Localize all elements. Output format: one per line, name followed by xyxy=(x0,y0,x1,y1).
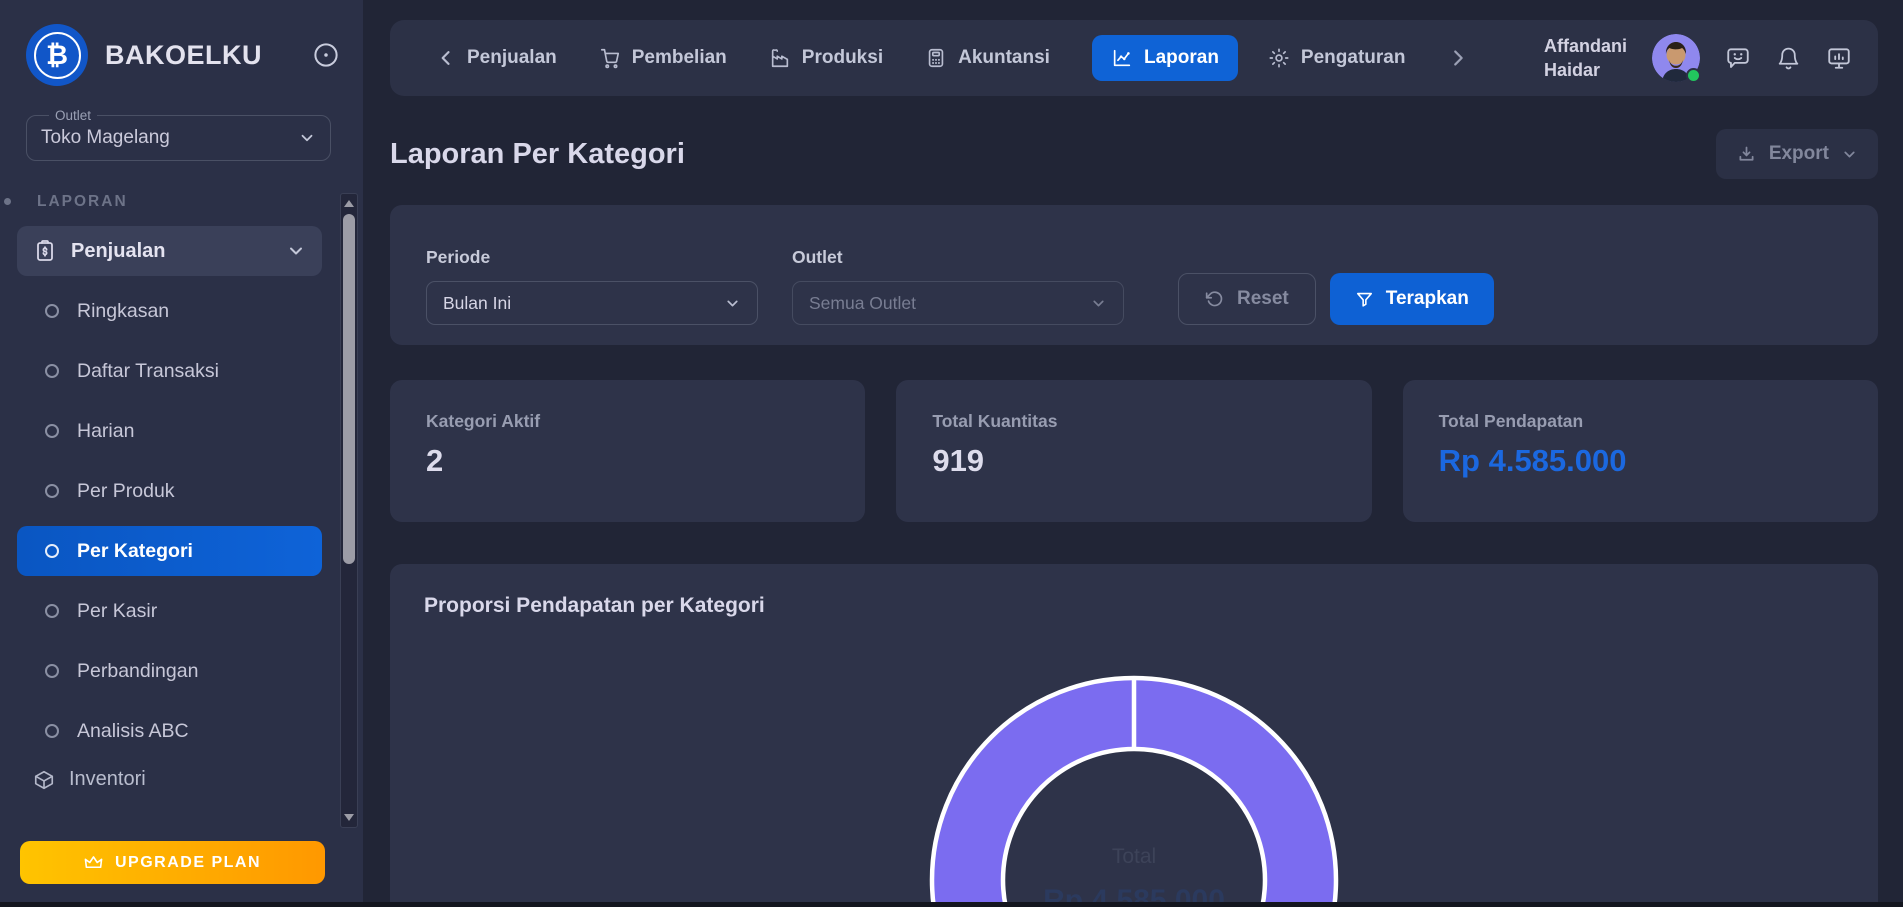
download-icon xyxy=(1736,144,1757,165)
nav-item-pembelian[interactable]: Pembelian xyxy=(599,47,727,69)
sidebar-item-harian[interactable]: Harian xyxy=(17,406,322,456)
chevron-right-icon[interactable] xyxy=(1447,47,1469,69)
sidebar-item-analisis-abc[interactable]: Analisis ABC xyxy=(17,706,322,756)
sidebar-collapse-icon[interactable] xyxy=(311,40,341,70)
stat-card-total-pendapatan: Total Pendapatan Rp 4.585.000 xyxy=(1403,380,1878,522)
online-status-dot xyxy=(1686,68,1701,83)
filter-buttons: Reset Terapkan xyxy=(1178,273,1494,325)
scrollbar-thumb[interactable] xyxy=(343,214,355,564)
sidebar-nav: Penjualan Ringkasan Daftar Transaksi Har… xyxy=(17,226,322,791)
upgrade-plan-button[interactable]: UPGRADE PLAN xyxy=(20,841,325,884)
brand-name: BAKOELKU xyxy=(105,40,262,71)
sidebar-scrollbar[interactable] xyxy=(340,193,358,828)
page-title: Laporan Per Kategori xyxy=(390,138,685,171)
outlet-selector-value: Toko Magelang xyxy=(41,127,170,149)
reset-button[interactable]: Reset xyxy=(1178,273,1316,325)
radio-bullet-icon xyxy=(45,364,59,378)
bell-icon[interactable] xyxy=(1776,46,1801,71)
chevron-down-icon xyxy=(298,129,316,147)
radio-bullet-icon xyxy=(45,484,59,498)
sidebar-header: ₿ BAKOELKU xyxy=(0,0,363,86)
nav-item-laporan[interactable]: Laporan xyxy=(1092,35,1238,81)
nav-item-produksi[interactable]: Produksi xyxy=(769,47,883,69)
sidebar-section-laporan: LAPORAN xyxy=(0,193,363,211)
periode-label: Periode xyxy=(426,247,758,268)
nav-item-pengaturan[interactable]: Pengaturan xyxy=(1268,47,1406,69)
sidebar-item-inventori[interactable]: Inventori xyxy=(17,768,322,791)
sidebar-section-label: LAPORAN xyxy=(37,193,128,210)
funnel-icon xyxy=(1355,290,1374,309)
sidebar-item-perbandingan[interactable]: Perbandingan xyxy=(17,646,322,696)
radio-bullet-icon xyxy=(45,424,59,438)
brand-logo: ₿ xyxy=(26,24,88,86)
outlet-field-group: Outlet Semua Outlet xyxy=(792,247,1124,325)
donut-chart[interactable]: Total Rp 4.585.000 xyxy=(924,670,1344,907)
filter-panel: Periode Bulan Ini Outlet Semua Outlet xyxy=(390,205,1878,345)
app-window: ₿ BAKOELKU Outlet Toko Magelang LAPORAN xyxy=(0,0,1903,907)
stat-card-kategori-aktif: Kategori Aktif 2 xyxy=(390,380,865,522)
clipboard-dollar-icon xyxy=(33,239,57,263)
sidebar-item-penjualan[interactable]: Penjualan xyxy=(17,226,322,276)
line-chart-icon xyxy=(1111,47,1133,69)
nav-item-penjualan[interactable]: Penjualan xyxy=(436,47,557,69)
chevron-down-icon xyxy=(286,241,306,261)
calculator-icon xyxy=(925,47,947,69)
sidebar-item-per-kategori[interactable]: Per Kategori xyxy=(17,526,322,576)
export-button[interactable]: Export xyxy=(1716,129,1878,179)
stat-card-total-kuantitas: Total Kuantitas 919 xyxy=(896,380,1371,522)
user-name[interactable]: Affandani Haidar xyxy=(1544,34,1627,83)
window-bottom-edge xyxy=(0,902,1903,907)
periode-field-group: Periode Bulan Ini xyxy=(426,247,758,325)
radio-bullet-icon xyxy=(45,604,59,618)
page-header: Laporan Per Kategori Export xyxy=(390,129,1878,179)
terapkan-button[interactable]: Terapkan xyxy=(1330,273,1494,325)
chart-title: Proporsi Pendapatan per Kategori xyxy=(424,594,1844,618)
periode-select[interactable]: Bulan Ini xyxy=(426,281,758,325)
chevron-left-icon xyxy=(436,48,456,68)
sidebar-item-per-kasir[interactable]: Per Kasir xyxy=(17,586,322,636)
chevron-down-icon xyxy=(1841,146,1858,163)
outlet-label: Outlet xyxy=(792,247,1124,268)
stats-row: Kategori Aktif 2 Total Kuantitas 919 Tot… xyxy=(390,380,1878,522)
scrollbar-down-arrow[interactable] xyxy=(344,814,354,821)
donut-center-label: Total xyxy=(1112,845,1156,868)
package-icon xyxy=(33,769,55,791)
shopping-cart-icon xyxy=(599,47,621,69)
sidebar-item-label: Penjualan xyxy=(71,240,165,263)
chat-feedback-icon[interactable] xyxy=(1725,45,1751,71)
sidebar: ₿ BAKOELKU Outlet Toko Magelang LAPORAN xyxy=(0,0,363,907)
topbar-right-cluster: Affandani Haidar xyxy=(1544,34,1852,83)
sidebar-item-ringkasan[interactable]: Ringkasan xyxy=(17,286,322,336)
avatar[interactable] xyxy=(1652,34,1700,82)
gear-icon xyxy=(1268,47,1290,69)
chart-card: Proporsi Pendapatan per Kategori Total R… xyxy=(390,564,1878,907)
main-content: Penjualan Pembelian Produksi xyxy=(363,0,1903,907)
chevron-down-icon xyxy=(1090,295,1107,312)
display-monitor-icon[interactable] xyxy=(1826,45,1852,71)
top-navbar: Penjualan Pembelian Produksi xyxy=(390,20,1878,96)
sidebar-item-per-produk[interactable]: Per Produk xyxy=(17,466,322,516)
radio-bullet-icon xyxy=(45,304,59,318)
outlet-selector-label: Outlet xyxy=(49,108,97,123)
sidebar-item-daftar-transaksi[interactable]: Daftar Transaksi xyxy=(17,346,322,396)
crown-icon xyxy=(84,853,103,872)
outlet-selector[interactable]: Outlet Toko Magelang xyxy=(26,108,331,161)
nav-item-akuntansi[interactable]: Akuntansi xyxy=(925,47,1050,69)
outlet-select[interactable]: Semua Outlet xyxy=(792,281,1124,325)
bitcoin-logo-glyph: ₿ xyxy=(46,42,68,69)
chevron-down-icon xyxy=(724,295,741,312)
radio-bullet-icon xyxy=(45,544,59,558)
scrollbar-up-arrow[interactable] xyxy=(344,200,354,207)
factory-icon xyxy=(769,47,791,69)
refresh-icon xyxy=(1205,289,1225,309)
sidebar-section-dot xyxy=(4,198,11,205)
radio-bullet-icon xyxy=(45,664,59,678)
radio-bullet-icon xyxy=(45,724,59,738)
